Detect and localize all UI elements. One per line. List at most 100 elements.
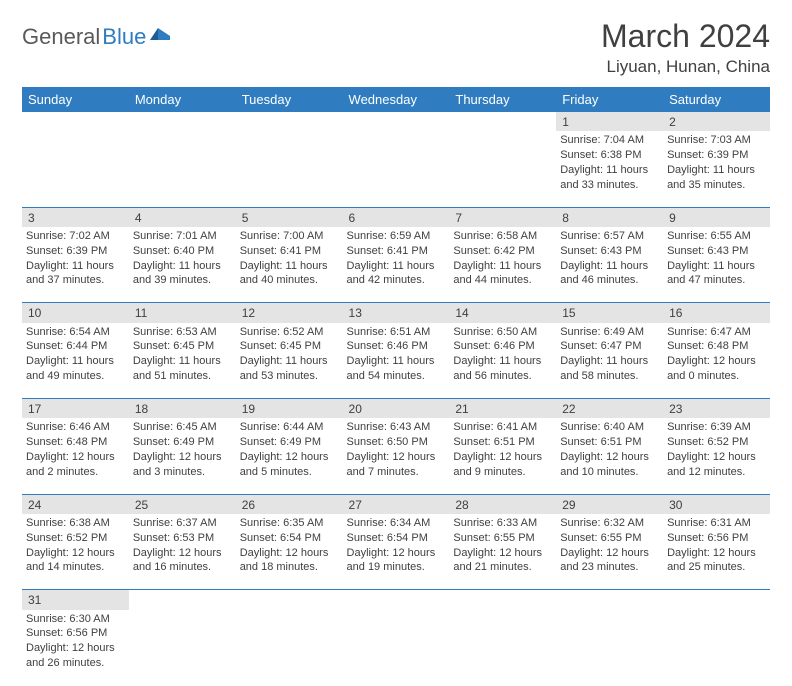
detail-line: and 0 minutes.: [667, 369, 766, 384]
detail-line: and 56 minutes.: [453, 369, 552, 384]
day-number-row: 10111213141516: [22, 303, 770, 323]
calendar-table: SundayMondayTuesdayWednesdayThursdayFrid…: [22, 87, 770, 686]
detail-line: Sunrise: 6:44 AM: [240, 420, 339, 435]
day-detail-cell: Sunrise: 6:35 AMSunset: 6:54 PMDaylight:…: [236, 514, 343, 590]
detail-line: Daylight: 12 hours: [667, 354, 766, 369]
detail-line: Daylight: 11 hours: [560, 259, 659, 274]
title-block: March 2024 Liyuan, Hunan, China: [601, 18, 770, 77]
detail-line: and 53 minutes.: [240, 369, 339, 384]
detail-line: Sunset: 6:38 PM: [560, 148, 659, 163]
detail-line: and 23 minutes.: [560, 560, 659, 575]
day-detail-cell: Sunrise: 6:33 AMSunset: 6:55 PMDaylight:…: [449, 514, 556, 590]
detail-line: and 58 minutes.: [560, 369, 659, 384]
detail-line: Sunset: 6:48 PM: [26, 435, 125, 450]
day-number-cell: 21: [449, 399, 556, 419]
day-number-cell: 10: [22, 303, 129, 323]
day-header: Wednesday: [343, 87, 450, 112]
detail-line: and 16 minutes.: [133, 560, 232, 575]
detail-line: Daylight: 11 hours: [560, 354, 659, 369]
day-number-cell: 11: [129, 303, 236, 323]
detail-line: Sunrise: 6:31 AM: [667, 516, 766, 531]
month-title: March 2024: [601, 18, 770, 55]
detail-line: and 40 minutes.: [240, 273, 339, 288]
day-header: Sunday: [22, 87, 129, 112]
day-details: Sunrise: 7:04 AMSunset: 6:38 PMDaylight:…: [560, 131, 659, 192]
day-number-cell: 23: [663, 399, 770, 419]
day-detail-cell: Sunrise: 6:38 AMSunset: 6:52 PMDaylight:…: [22, 514, 129, 590]
day-detail-cell: Sunrise: 6:34 AMSunset: 6:54 PMDaylight:…: [343, 514, 450, 590]
detail-line: Daylight: 11 hours: [667, 259, 766, 274]
day-detail-cell: Sunrise: 6:57 AMSunset: 6:43 PMDaylight:…: [556, 227, 663, 303]
detail-line: Sunrise: 6:55 AM: [667, 229, 766, 244]
day-detail-row: Sunrise: 7:02 AMSunset: 6:39 PMDaylight:…: [22, 227, 770, 303]
day-number-cell: 31: [22, 590, 129, 610]
detail-line: Daylight: 12 hours: [133, 546, 232, 561]
day-details: Sunrise: 7:03 AMSunset: 6:39 PMDaylight:…: [667, 131, 766, 192]
day-detail-cell: Sunrise: 6:53 AMSunset: 6:45 PMDaylight:…: [129, 323, 236, 399]
detail-line: Sunrise: 7:02 AM: [26, 229, 125, 244]
day-number-cell: 28: [449, 494, 556, 514]
day-header: Friday: [556, 87, 663, 112]
detail-line: Sunset: 6:43 PM: [560, 244, 659, 259]
detail-line: Sunrise: 6:30 AM: [26, 612, 125, 627]
day-details: Sunrise: 6:49 AMSunset: 6:47 PMDaylight:…: [560, 323, 659, 384]
day-number-cell: 9: [663, 207, 770, 227]
detail-line: and 12 minutes.: [667, 465, 766, 480]
detail-line: Daylight: 12 hours: [453, 546, 552, 561]
day-detail-cell: Sunrise: 6:31 AMSunset: 6:56 PMDaylight:…: [663, 514, 770, 590]
day-detail-cell: [343, 131, 450, 207]
day-number-cell: 6: [343, 207, 450, 227]
day-number-cell: [449, 590, 556, 610]
detail-line: Sunrise: 7:04 AM: [560, 133, 659, 148]
detail-line: Sunset: 6:54 PM: [347, 531, 446, 546]
day-detail-cell: Sunrise: 6:51 AMSunset: 6:46 PMDaylight:…: [343, 323, 450, 399]
day-number-cell: [343, 590, 450, 610]
logo-text-blue: Blue: [102, 24, 146, 50]
day-detail-cell: Sunrise: 6:44 AMSunset: 6:49 PMDaylight:…: [236, 418, 343, 494]
detail-line: Daylight: 12 hours: [26, 546, 125, 561]
detail-line: Daylight: 11 hours: [453, 259, 552, 274]
detail-line: Sunset: 6:54 PM: [240, 531, 339, 546]
detail-line: Sunset: 6:46 PM: [347, 339, 446, 354]
detail-line: and 21 minutes.: [453, 560, 552, 575]
detail-line: Sunset: 6:45 PM: [240, 339, 339, 354]
day-number-cell: 17: [22, 399, 129, 419]
day-details: Sunrise: 6:58 AMSunset: 6:42 PMDaylight:…: [453, 227, 552, 288]
day-number-cell: 29: [556, 494, 663, 514]
detail-line: and 18 minutes.: [240, 560, 339, 575]
day-details: Sunrise: 6:40 AMSunset: 6:51 PMDaylight:…: [560, 418, 659, 479]
detail-line: Sunrise: 6:41 AM: [453, 420, 552, 435]
detail-line: Daylight: 11 hours: [667, 163, 766, 178]
day-detail-row: Sunrise: 6:46 AMSunset: 6:48 PM Daylight:…: [22, 418, 770, 494]
day-header: Thursday: [449, 87, 556, 112]
detail-line: and 39 minutes.: [133, 273, 232, 288]
day-details: Sunrise: 6:31 AMSunset: 6:56 PMDaylight:…: [667, 514, 766, 575]
detail-line: and 3 minutes.: [133, 465, 232, 480]
day-detail-row: Sunrise: 6:38 AMSunset: 6:52 PMDaylight:…: [22, 514, 770, 590]
detail-line: Daylight: 12 hours: [667, 450, 766, 465]
day-number-cell: 27: [343, 494, 450, 514]
detail-line: Sunrise: 6:37 AM: [133, 516, 232, 531]
detail-line: Sunset: 6:48 PM: [667, 339, 766, 354]
detail-line: Sunset: 6:44 PM: [26, 339, 125, 354]
detail-line: Daylight: 12 hours: [240, 450, 339, 465]
detail-line: Sunrise: 6:34 AM: [347, 516, 446, 531]
day-detail-cell: Sunrise: 6:43 AMSunset: 6:50 PMDaylight:…: [343, 418, 450, 494]
detail-line: Sunset: 6:46 PM: [453, 339, 552, 354]
detail-line: Daylight: 11 hours: [240, 259, 339, 274]
day-number-cell: [236, 112, 343, 131]
day-detail-cell: Sunrise: 6:55 AMSunset: 6:43 PMDaylight:…: [663, 227, 770, 303]
detail-line: Sunrise: 6:46 AM: [26, 420, 125, 435]
detail-line: Sunset: 6:53 PM: [133, 531, 232, 546]
detail-line: Sunrise: 6:47 AM: [667, 325, 766, 340]
detail-line: Sunset: 6:55 PM: [560, 531, 659, 546]
detail-line: Daylight: 11 hours: [560, 163, 659, 178]
day-details: Sunrise: 6:46 AMSunset: 6:48 PMDaylight:…: [26, 418, 125, 479]
day-number-cell: 2: [663, 112, 770, 131]
detail-line: Daylight: 11 hours: [240, 354, 339, 369]
detail-line: Daylight: 11 hours: [133, 259, 232, 274]
day-number-cell: [556, 590, 663, 610]
day-details: Sunrise: 6:38 AMSunset: 6:52 PMDaylight:…: [26, 514, 125, 575]
detail-line: Sunrise: 6:57 AM: [560, 229, 659, 244]
detail-line: Sunset: 6:51 PM: [560, 435, 659, 450]
